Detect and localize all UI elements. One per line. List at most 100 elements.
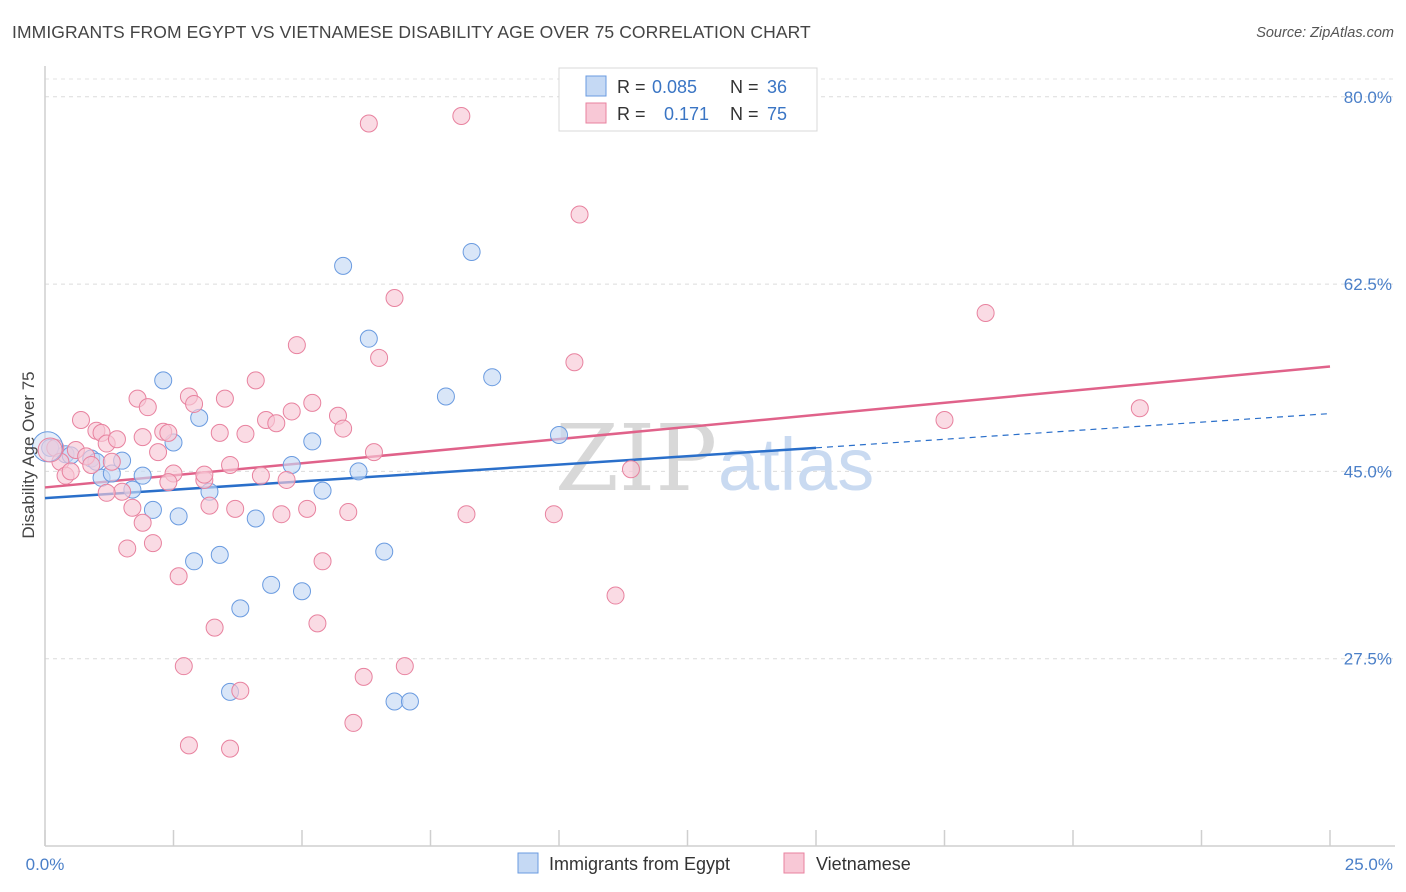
- point-vietnamese: [1130, 399, 1149, 418]
- point-vietnamese: [179, 736, 198, 755]
- point-vietnamese: [185, 394, 204, 413]
- point-egypt: [550, 425, 568, 444]
- point-vietnamese: [544, 505, 563, 524]
- point-egypt: [385, 692, 404, 711]
- point-vietnamese: [123, 498, 142, 517]
- point-vietnamese: [621, 460, 640, 479]
- point-egypt: [282, 455, 301, 474]
- point-vietnamese: [359, 114, 378, 133]
- series-legend: Immigrants from Egypt Vietnamese: [517, 852, 911, 874]
- point-vietnamese: [313, 552, 332, 571]
- point-vietnamese: [215, 389, 234, 408]
- point-egypt: [262, 575, 281, 594]
- point-vietnamese: [226, 499, 245, 518]
- point-vietnamese: [282, 402, 301, 421]
- point-vietnamese: [143, 534, 162, 553]
- point-vietnamese: [82, 455, 101, 474]
- axes: [44, 66, 1395, 847]
- point-vietnamese: [308, 614, 327, 633]
- y-tick-label: 62.5%: [1344, 275, 1392, 294]
- point-vietnamese: [370, 348, 389, 367]
- point-vietnamese: [133, 428, 152, 447]
- grid-lines: [45, 78, 1395, 660]
- point-vietnamese: [570, 205, 589, 224]
- point-vietnamese: [277, 470, 296, 489]
- point-vietnamese: [205, 618, 224, 637]
- point-vietnamese: [71, 411, 90, 430]
- point-vietnamese: [221, 455, 240, 474]
- legend-r-value-vietnamese: 0.171: [664, 104, 709, 124]
- point-vietnamese: [344, 713, 363, 732]
- point-vietnamese: [133, 513, 152, 532]
- point-vietnamese: [118, 539, 137, 558]
- legend-swatch-egypt: [585, 75, 607, 97]
- chart-title: IMMIGRANTS FROM EGYPT VS VIETNAMESE DISA…: [12, 22, 811, 42]
- point-egypt: [359, 329, 378, 348]
- trend-line-egypt: [44, 446, 817, 500]
- point-vietnamese: [61, 462, 80, 481]
- x-tick-label-max: 25.0%: [1345, 855, 1393, 874]
- legend-r-label-egypt: R =: [617, 77, 646, 97]
- point-egypt: [462, 242, 481, 261]
- point-vietnamese: [334, 419, 353, 438]
- point-vietnamese: [457, 505, 476, 524]
- point-vietnamese: [149, 443, 168, 462]
- point-vietnamese: [169, 567, 188, 586]
- watermark: ZIP atlas: [555, 405, 874, 512]
- stats-legend: R = 0.085 N = 36 R = 0.171 N = 75: [558, 67, 818, 132]
- point-vietnamese: [138, 398, 157, 417]
- point-vietnamese: [298, 499, 317, 518]
- point-egypt: [246, 509, 265, 528]
- y-tick-label: 45.0%: [1344, 462, 1392, 481]
- point-egypt: [293, 582, 311, 601]
- legend-n-label-egypt: N =: [730, 77, 759, 97]
- point-egypt: [210, 545, 229, 564]
- point-egypt: [303, 432, 322, 451]
- point-vietnamese: [385, 288, 404, 307]
- legend-n-value-vietnamese: 75: [767, 104, 787, 124]
- point-egypt: [483, 368, 502, 387]
- bottom-legend-swatch-vietnamese: [783, 852, 805, 874]
- point-cluster-vietnamese: [37, 437, 63, 463]
- bottom-legend-egypt: Immigrants from Egypt: [549, 854, 730, 874]
- point-vietnamese: [246, 371, 265, 390]
- point-vietnamese: [159, 473, 178, 492]
- point-vietnamese: [97, 483, 116, 502]
- point-vietnamese: [200, 496, 219, 515]
- point-vietnamese: [102, 452, 121, 471]
- point-vietnamese: [231, 681, 250, 700]
- point-vietnamese: [272, 505, 291, 524]
- point-egypt: [313, 481, 332, 500]
- y-axis-title: Disability Age Over 75: [19, 371, 38, 538]
- legend-r-value-egypt: 0.085: [652, 77, 697, 97]
- point-vietnamese: [236, 424, 255, 443]
- point-egypt: [133, 466, 152, 485]
- point-vietnamese: [195, 465, 214, 484]
- point-egypt: [154, 371, 173, 390]
- point-vietnamese: [159, 423, 178, 442]
- point-vietnamese: [339, 503, 358, 522]
- point-vietnamese: [354, 667, 373, 686]
- point-vietnamese: [364, 443, 383, 462]
- source-label: Source: ZipAtlas.com: [1256, 25, 1394, 41]
- point-vietnamese: [174, 657, 193, 676]
- point-egypt: [231, 599, 250, 618]
- point-vietnamese: [606, 586, 625, 605]
- data-points: [32, 107, 1149, 758]
- y-tick-label: 80.0%: [1344, 88, 1392, 107]
- legend-n-label-vietnamese: N =: [730, 104, 759, 124]
- point-egypt: [349, 462, 368, 481]
- point-vietnamese: [395, 657, 414, 676]
- point-vietnamese: [565, 353, 584, 372]
- legend-swatch-vietnamese: [585, 102, 607, 124]
- point-egypt: [375, 542, 394, 561]
- point-vietnamese: [287, 336, 306, 355]
- legend-n-value-egypt: 36: [767, 77, 787, 97]
- point-egypt: [400, 692, 419, 711]
- point-egypt: [334, 256, 353, 275]
- point-egypt: [436, 387, 455, 406]
- legend-r-label-vietnamese: R =: [617, 104, 646, 124]
- trend-line-egypt-extension: [815, 412, 1331, 449]
- point-vietnamese: [221, 739, 240, 758]
